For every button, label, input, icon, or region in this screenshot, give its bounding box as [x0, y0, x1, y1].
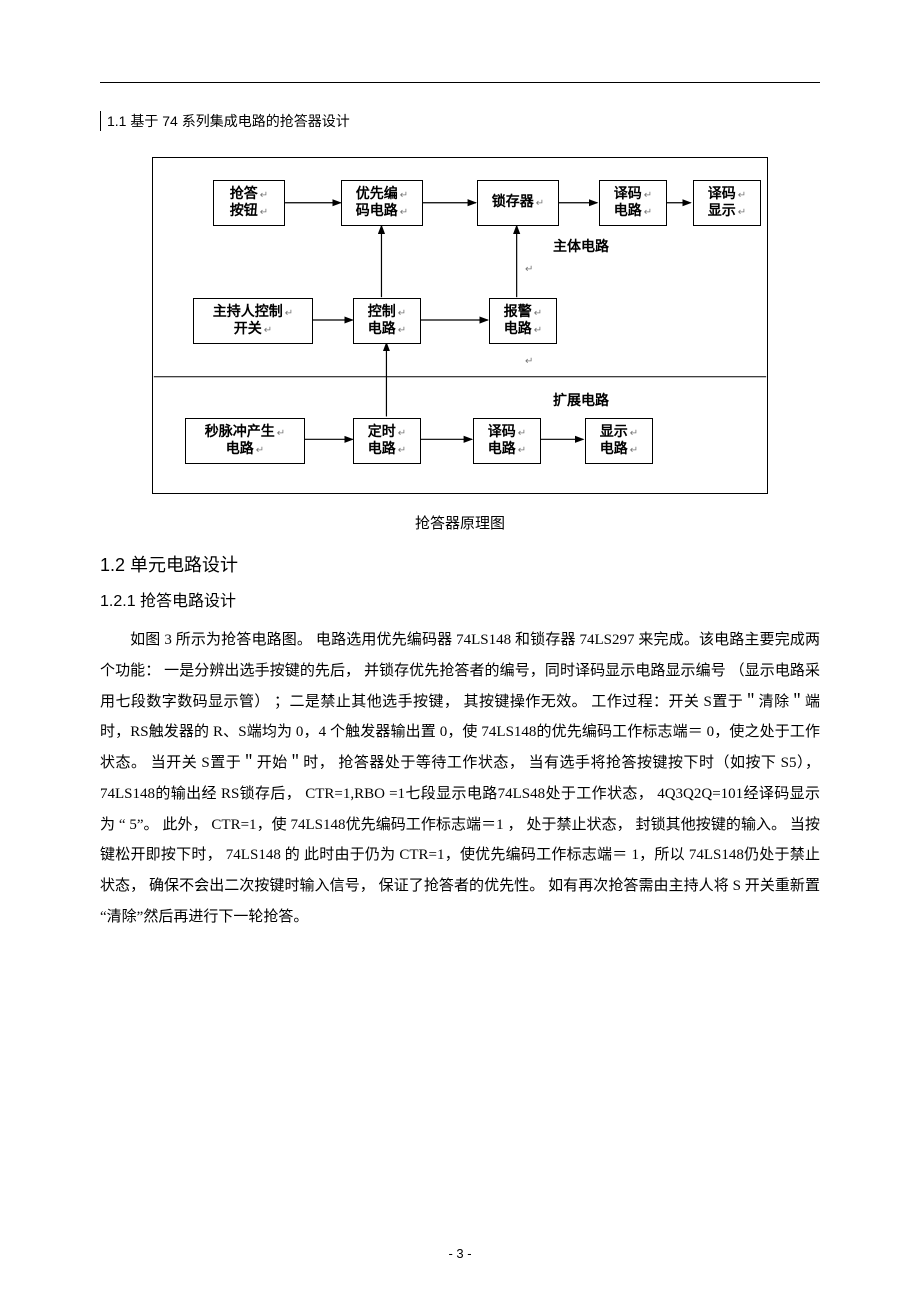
node-n3: 锁存器↵	[477, 180, 559, 226]
page: 1.1 基于 74 系列集成电路的抢答器设计 抢答↵按钮↵ 优先编↵码电路↵ 锁存器…	[0, 0, 920, 1301]
diagram-caption: 抢答器原理图	[100, 512, 820, 533]
block-diagram: 抢答↵按钮↵ 优先编↵码电路↵ 锁存器↵ 译码↵电路↵ 译码↵显示↵ 主持人控制↵开关↵ 控…	[152, 157, 768, 494]
top-rule	[100, 82, 820, 83]
return-mark-1: ↵	[525, 356, 533, 367]
paragraph-text: 如图 3 所示为抢答电路图。 电路选用优先编码器 74LS148 和锁存器 74…	[100, 632, 820, 925]
section-1-1-header: 1.1 基于 74 系列集成电路的抢答器设计	[100, 111, 820, 131]
node-n2: 优先编↵码电路↵	[341, 180, 423, 226]
diagram-wrap: 抢答↵按钮↵ 优先编↵码电路↵ 锁存器↵ 译码↵电路↵ 译码↵显示↵ 主持人控制↵开关↵ 控…	[152, 157, 768, 494]
return-mark-0: ↵	[525, 264, 533, 275]
node-n4: 译码↵电路↵	[599, 180, 667, 226]
node-n8: 报警↵电路↵	[489, 298, 557, 344]
label-main-circuit: 主体电路	[553, 236, 609, 256]
node-n9: 秒脉冲产生↵电路↵	[185, 418, 305, 464]
heading-1-2: 1.2 单元电路设计	[100, 551, 820, 577]
node-n7: 控制↵电路↵	[353, 298, 421, 344]
node-n11: 译码↵电路↵	[473, 418, 541, 464]
node-n12: 显示↵电路↵	[585, 418, 653, 464]
node-n1: 抢答↵按钮↵	[213, 180, 285, 226]
node-n5: 译码↵显示↵	[693, 180, 761, 226]
node-n6: 主持人控制↵开关↵	[193, 298, 313, 344]
heading-1-2-1: 1.2.1 抢答电路设计	[100, 587, 820, 611]
label-ext-circuit: 扩展电路	[553, 390, 609, 410]
page-number: - 3 -	[0, 1246, 920, 1261]
node-n10: 定时↵电路↵	[353, 418, 421, 464]
body-paragraph: 如图 3 所示为抢答电路图。 电路选用优先编码器 74LS148 和锁存器 74…	[100, 625, 820, 933]
